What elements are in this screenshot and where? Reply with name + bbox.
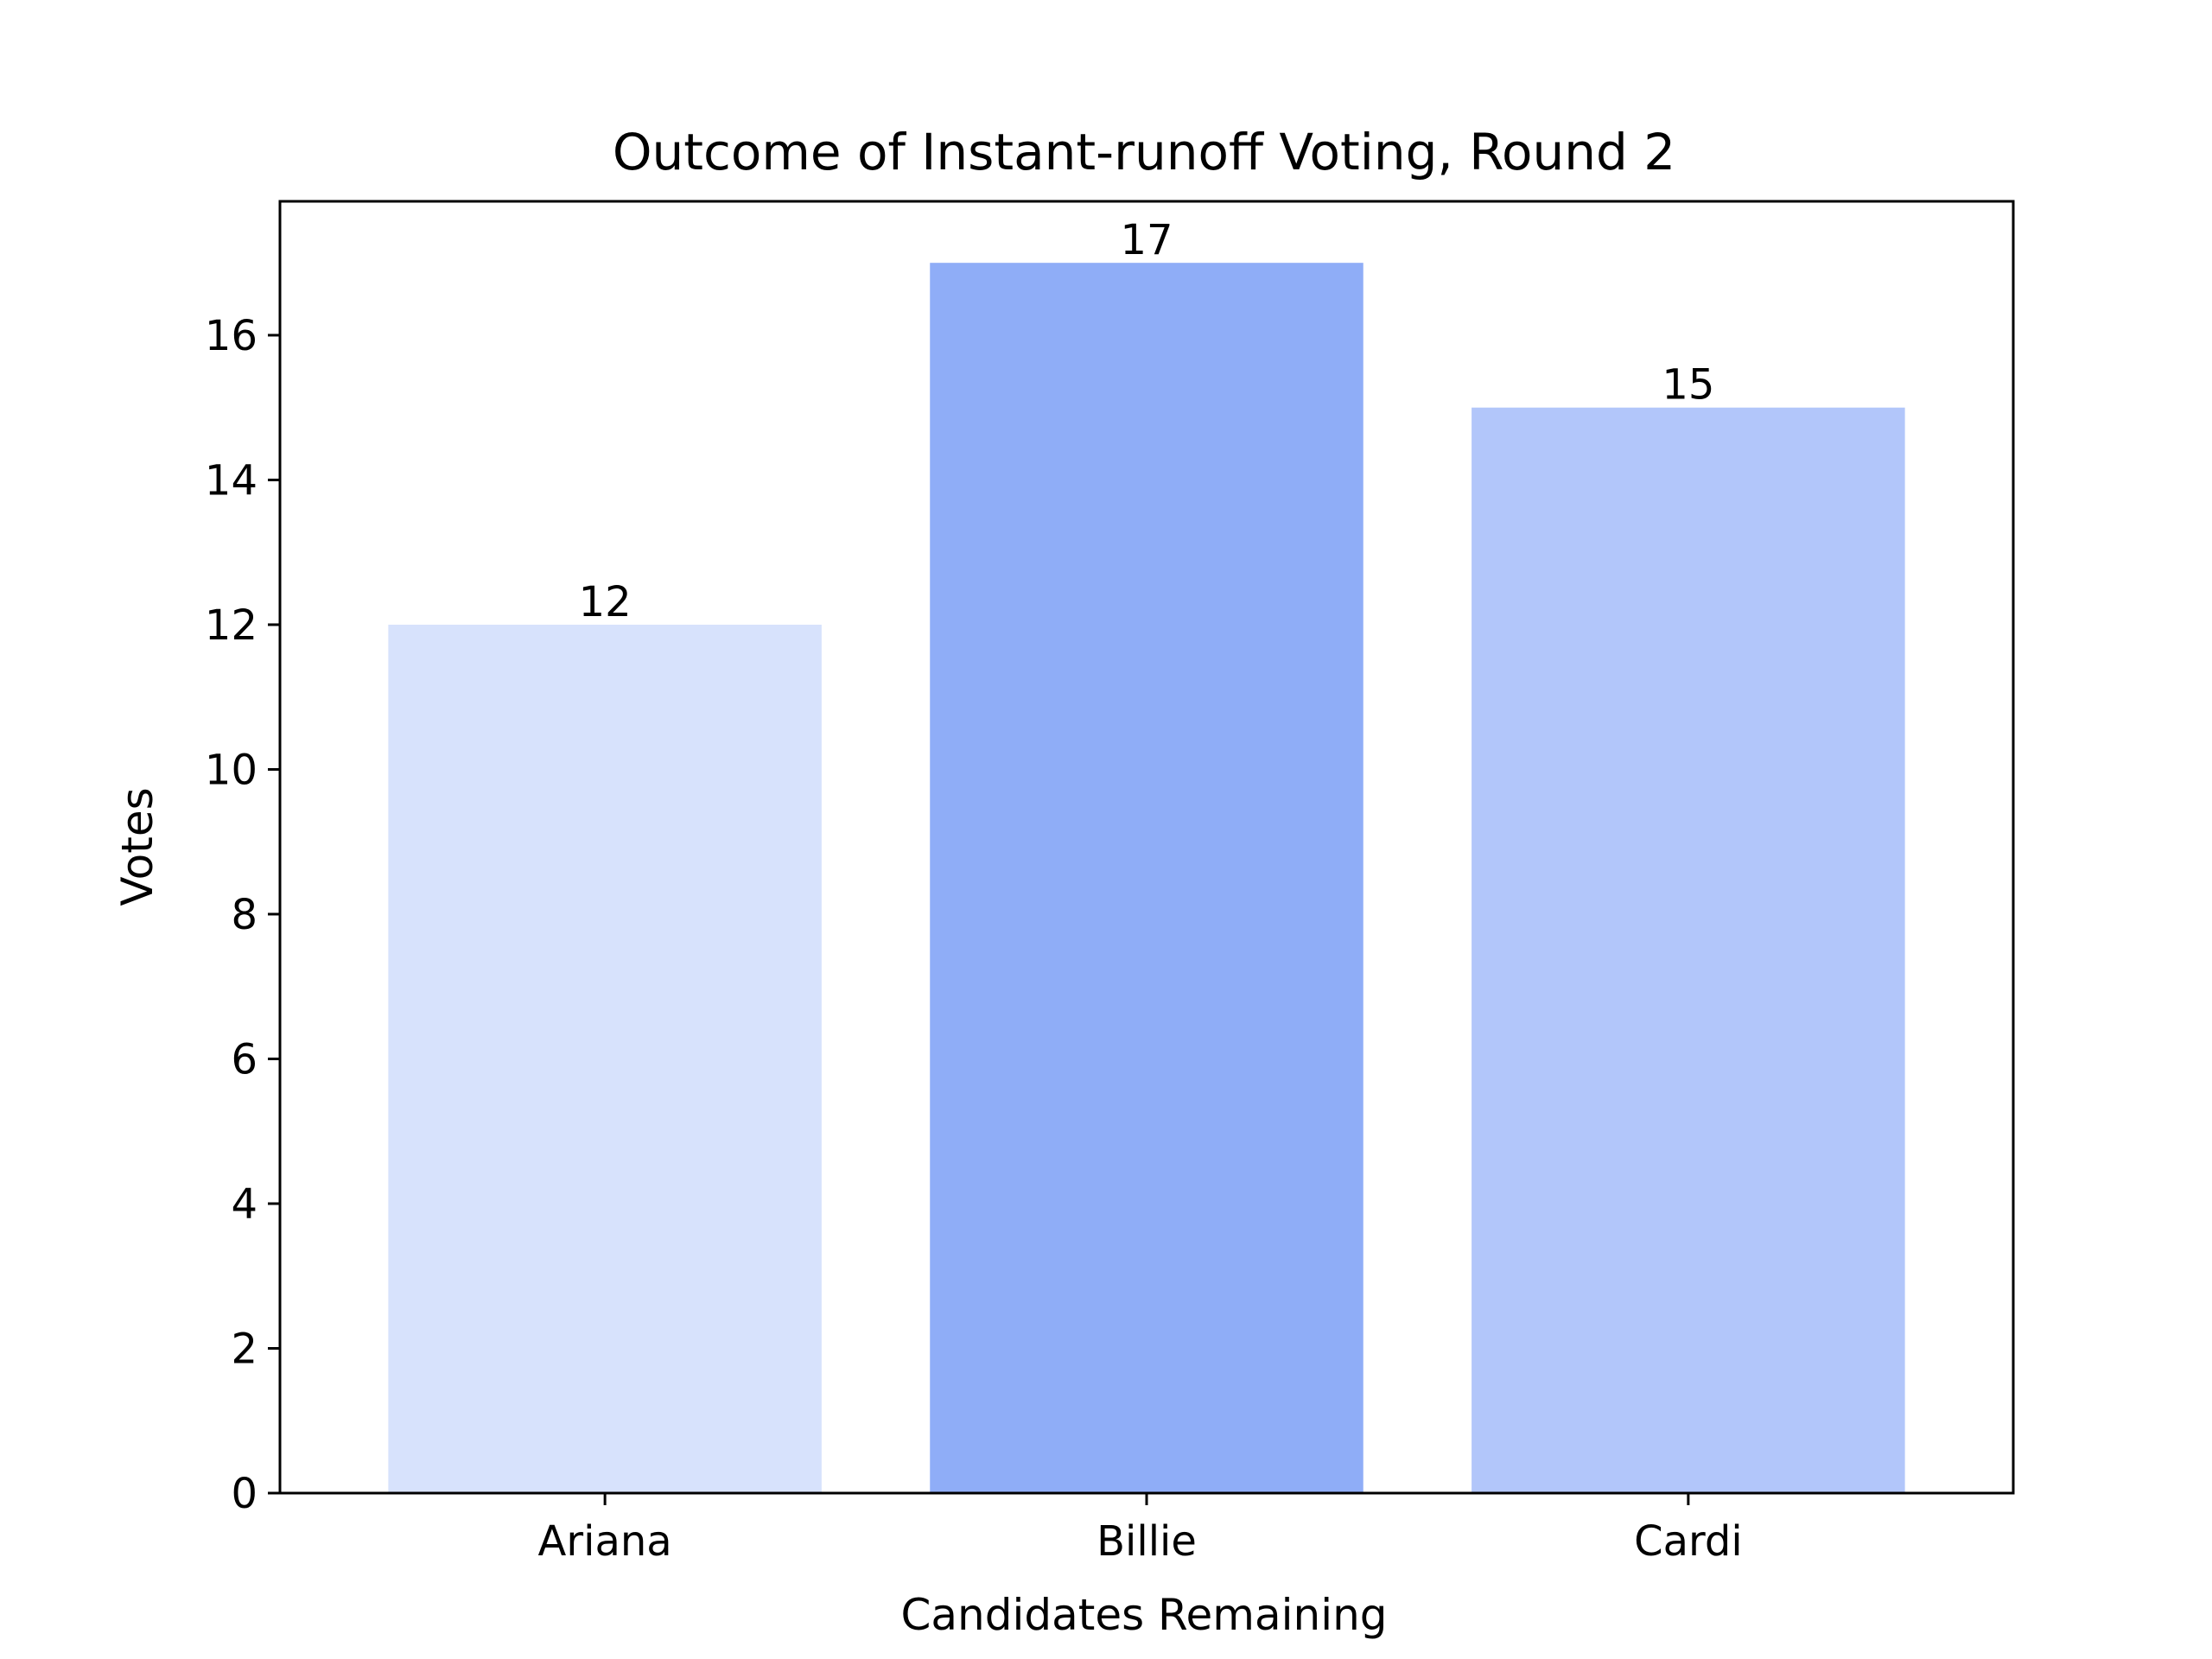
- bar-value-label-billie: 17: [1120, 216, 1173, 264]
- y-tick-label-12: 12: [205, 601, 257, 650]
- bar-value-label-ariana: 12: [579, 578, 632, 626]
- x-axis: Ariana Billie Cardi: [538, 1493, 1743, 1566]
- x-tick-label-cardi: Cardi: [1634, 1517, 1743, 1566]
- x-tick-label-ariana: Ariana: [538, 1517, 672, 1566]
- y-tick-label-8: 8: [231, 891, 257, 939]
- y-tick-label-4: 4: [231, 1180, 257, 1229]
- y-tick-label-10: 10: [205, 746, 257, 794]
- bar-value-label-cardi: 15: [1662, 361, 1714, 410]
- bar-cardi: [1471, 407, 1905, 1493]
- chart-title: Outcome of Instant-runoff Voting, Round …: [613, 123, 1675, 181]
- y-axis: 0 2 4 6 8 10 12 14 16: [205, 312, 280, 1518]
- plot-area-frame: [278, 200, 2015, 1495]
- y-axis-label: Votes: [112, 787, 162, 906]
- y-tick-label-2: 2: [231, 1325, 257, 1373]
- bar-labels-layer: 12 17 15: [579, 216, 1715, 626]
- bars-layer: [388, 263, 1905, 1494]
- y-tick-label-6: 6: [231, 1035, 257, 1084]
- y-tick-label-0: 0: [231, 1470, 257, 1518]
- y-tick-label-14: 14: [205, 456, 257, 505]
- x-tick-label-billie: Billie: [1096, 1517, 1197, 1566]
- x-axis-label: Candidates Remaining: [900, 1590, 1387, 1640]
- bar-billie: [930, 263, 1363, 1494]
- y-tick-label-16: 16: [205, 312, 257, 360]
- bar-ariana: [388, 624, 822, 1493]
